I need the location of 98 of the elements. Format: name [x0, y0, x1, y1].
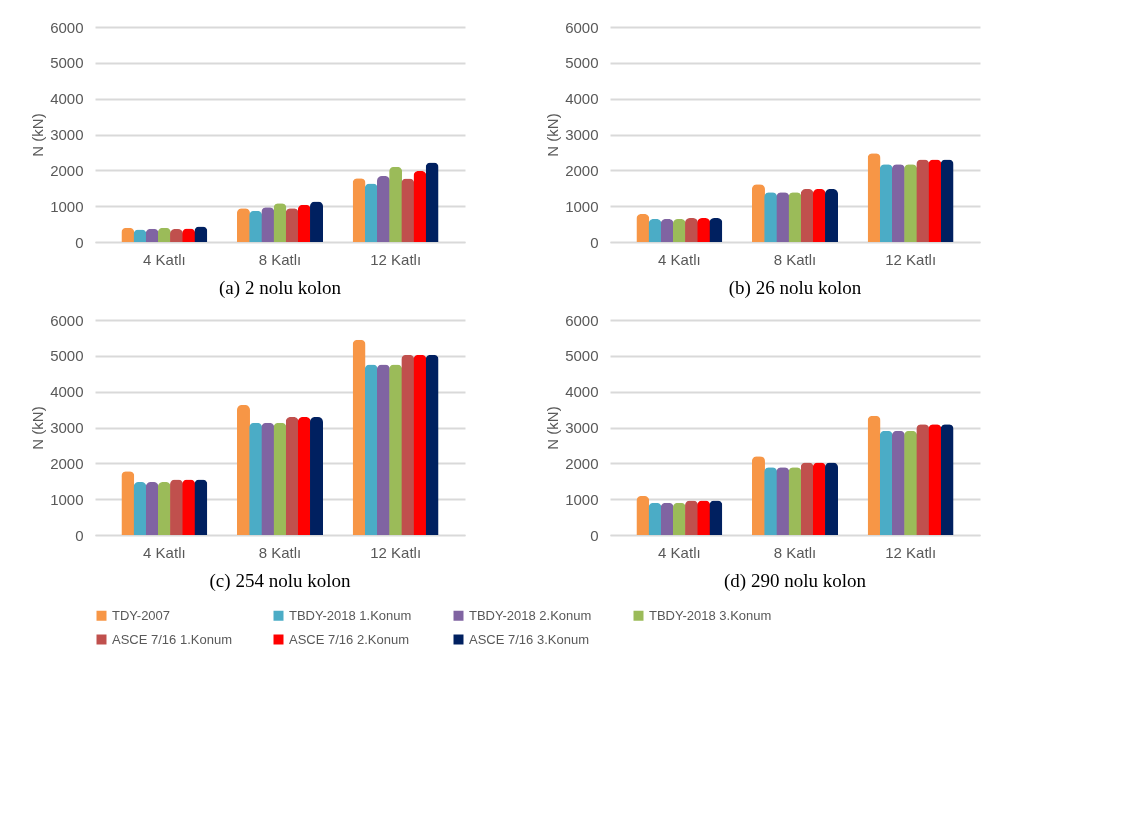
bar [825, 188, 839, 242]
y-tick-label: 6000 [565, 311, 599, 329]
bar [788, 192, 802, 242]
bar [879, 164, 893, 242]
bar [352, 339, 366, 535]
y-tick-label: 4000 [50, 383, 84, 401]
y-tick-label: 3000 [565, 419, 599, 436]
y-tick-label: 1000 [565, 490, 599, 508]
bar [413, 354, 427, 535]
bar [261, 422, 275, 535]
x-tick-label: 12 Katlı [370, 543, 422, 561]
bar [194, 479, 208, 535]
bar [425, 162, 439, 242]
bar [285, 417, 299, 535]
y-axis-title: N (kN) [544, 406, 562, 450]
legend-label: TBDY-2018 2.Konum [469, 607, 592, 623]
x-tick-label: 8 Katlı [258, 250, 302, 268]
y-tick-label: 0 [75, 233, 84, 251]
x-tick-label: 12 Katlı [885, 250, 937, 268]
x-tick-label: 12 Katlı [885, 543, 937, 561]
y-tick-label: 5000 [565, 347, 599, 365]
bar [236, 404, 250, 535]
bar [812, 462, 826, 535]
x-tick-label: 8 Katlı [773, 543, 817, 561]
y-tick-label: 0 [75, 526, 84, 544]
bar [800, 462, 814, 535]
y-tick-label: 2000 [50, 454, 84, 472]
legend-label: ASCE 7/16 3.Konum [469, 631, 589, 647]
x-tick-label: 4 Katlı [143, 543, 186, 561]
bar [776, 192, 790, 242]
bar [751, 456, 765, 535]
legend-label: ASCE 7/16 1.Konum [112, 631, 232, 647]
bar [776, 467, 790, 535]
legend-label: TBDY-2018 3.Konum [649, 607, 772, 623]
y-tick-label: 6000 [50, 311, 84, 329]
y-tick-label: 5000 [565, 54, 599, 72]
bar [867, 153, 881, 242]
text: (b) 26 nolu kolon [728, 277, 862, 299]
bar [297, 417, 311, 535]
bar [145, 481, 159, 535]
bar [940, 159, 954, 242]
y-tick-label: 0 [590, 233, 599, 251]
y-tick-label: 1000 [565, 197, 599, 215]
bar [310, 417, 324, 535]
bar [891, 164, 905, 242]
bar [376, 364, 390, 535]
bar [364, 364, 378, 535]
legend-label: TBDY-2018 1.Konum [289, 607, 412, 623]
x-tick-label: 4 Katlı [143, 250, 186, 268]
x-tick-label: 4 Katlı [658, 543, 701, 561]
y-tick-label: 2000 [50, 161, 84, 179]
x-tick-label: 12 Katlı [370, 250, 422, 268]
bar [788, 467, 802, 535]
bar [157, 481, 171, 535]
y-tick-label: 3000 [50, 419, 84, 436]
bar [928, 424, 942, 535]
bar [273, 422, 287, 535]
bar [867, 415, 881, 535]
bar [376, 176, 390, 242]
x-tick-label: 8 Katlı [773, 250, 817, 268]
y-tick-label: 2000 [565, 454, 599, 472]
legend-label: TDY-2007 [112, 607, 171, 623]
y-tick-label: 1000 [50, 490, 84, 508]
bar [940, 424, 954, 535]
bar [121, 471, 135, 535]
bar [352, 178, 366, 242]
y-axis-title: N (kN) [29, 113, 47, 157]
y-tick-label: 4000 [50, 90, 84, 108]
y-tick-label: 5000 [50, 54, 84, 72]
y-tick-label: 1000 [50, 197, 84, 215]
x-tick-label: 4 Katlı [658, 250, 701, 268]
y-tick-label: 3000 [50, 126, 84, 143]
bar [812, 188, 826, 242]
bar [928, 159, 942, 242]
y-tick-label: 6000 [565, 18, 599, 36]
y-tick-label: 6000 [50, 18, 84, 36]
x-tick-label: 8 Katlı [258, 543, 302, 561]
bar [800, 188, 814, 242]
bar [825, 462, 839, 535]
bar [413, 171, 427, 242]
bar [751, 184, 765, 242]
y-tick-label: 4000 [565, 90, 599, 108]
legend-label: ASCE 7/16 2.Konum [289, 631, 409, 647]
y-axis-title: N (kN) [544, 113, 562, 157]
bar [425, 354, 439, 535]
y-tick-label: 5000 [50, 347, 84, 365]
y-tick-label: 4000 [565, 383, 599, 401]
text: (c) 254 nolu kolon [209, 570, 351, 592]
y-tick-label: 3000 [565, 126, 599, 143]
bar [891, 430, 905, 535]
y-tick-label: 2000 [565, 161, 599, 179]
bar [364, 183, 378, 242]
text: (d) 290 nolu kolon [724, 570, 867, 592]
text: (a) 2 nolu kolon [219, 277, 342, 299]
bar [879, 430, 893, 535]
y-axis-title: N (kN) [29, 406, 47, 450]
bar [133, 481, 147, 535]
y-tick-label: 0 [590, 526, 599, 544]
